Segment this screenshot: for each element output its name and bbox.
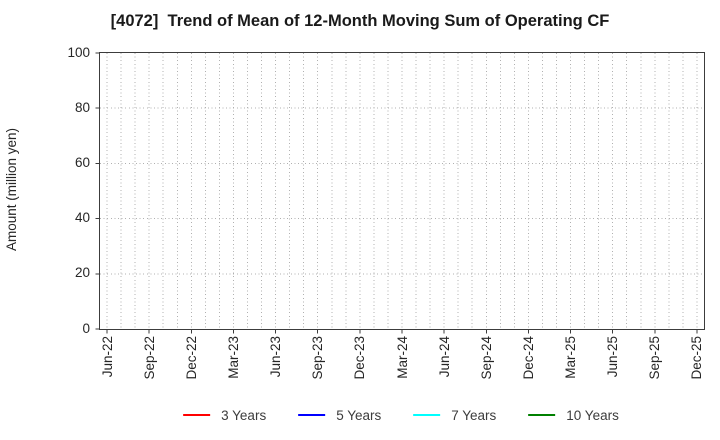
y-tick-label: 100 <box>67 44 90 60</box>
y-tick-label: 20 <box>74 265 90 281</box>
y-tick-label: 60 <box>74 154 90 170</box>
x-tick-label: Jun-24 <box>436 336 452 378</box>
legend-line-swatch-icon <box>183 413 211 417</box>
legend-line-swatch-icon <box>528 413 556 417</box>
x-tick-label: Mar-23 <box>225 336 241 379</box>
legend-label: 10 Years <box>566 407 619 423</box>
y-axis-label-container: Amount (million yen) <box>4 52 19 328</box>
x-tick-label: Sep-23 <box>310 336 326 380</box>
x-tick-label: Dec-24 <box>520 336 536 380</box>
x-tick-label: Jun-25 <box>605 336 621 378</box>
legend-line-swatch-icon <box>298 413 326 417</box>
x-tick-label: Sep-24 <box>478 336 494 380</box>
legend-label: 7 Years <box>451 407 497 423</box>
x-tick-label: Sep-22 <box>141 336 157 380</box>
chart-title: [4072] Trend of Mean of 12-Month Moving … <box>110 12 610 30</box>
y-tick-label: 40 <box>74 210 90 226</box>
x-tick-label: Jun-22 <box>99 336 115 378</box>
x-tick-label: Mar-25 <box>563 336 579 379</box>
y-tick-label: 80 <box>74 99 90 115</box>
x-tick-label: Mar-24 <box>394 336 410 379</box>
legend-item-7-years: 7 Years <box>413 408 496 423</box>
legend-item-5-years: 5 Years <box>298 408 381 423</box>
legend-label: 5 Years <box>336 407 382 423</box>
legend-item-3-years: 3 Years <box>183 408 266 423</box>
legend: 3 Years 5 Years 7 Years 10 Years <box>183 404 619 426</box>
x-tick-label: Sep-25 <box>647 336 663 380</box>
y-tick-label: 0 <box>82 320 90 336</box>
x-tick-label: Dec-25 <box>689 336 705 380</box>
plot-area <box>95 52 705 334</box>
legend-line-swatch-icon <box>413 413 441 417</box>
legend-label: 3 Years <box>221 407 267 423</box>
y-axis-label: Amount (million yen) <box>4 128 19 252</box>
x-tick-label: Dec-23 <box>352 336 368 380</box>
legend-item-10-years: 10 Years <box>528 408 619 423</box>
grid-and-ticks <box>95 52 704 334</box>
x-tick-label: Jun-23 <box>268 336 284 378</box>
x-tick-label: Dec-22 <box>183 336 199 380</box>
